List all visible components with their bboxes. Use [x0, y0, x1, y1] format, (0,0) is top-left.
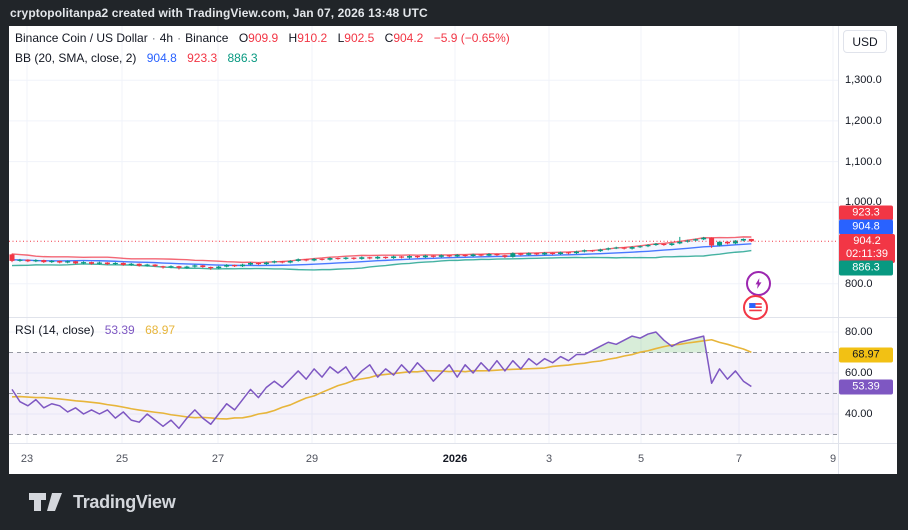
time-tick-label: 25: [115, 453, 129, 465]
price-tick-label: 800.0: [845, 277, 873, 290]
rsi-tick-label: 40.00: [845, 408, 873, 420]
change-value: −5.9 (−0.65%): [433, 31, 510, 45]
ohlc-open-value: 909.9: [248, 31, 279, 45]
chart-canvas[interactable]: [9, 26, 897, 474]
symbol-interval[interactable]: 4h: [159, 31, 174, 45]
price-tick-label: 1,000.0: [845, 196, 882, 209]
ohlc-high-label: H: [288, 31, 298, 45]
currency-toggle-button[interactable]: USD: [843, 30, 887, 53]
rsi-value: 53.39: [104, 323, 135, 337]
bb-upper-value: 923.3: [187, 51, 218, 65]
bar-countdown: 02:11:39: [845, 248, 888, 261]
bb-basis-value: 904.8: [146, 51, 177, 65]
ohlc-high-value: 910.2: [297, 31, 328, 45]
rsi-ma-value-label: 68.97: [839, 347, 893, 363]
time-tick-label: 9: [829, 453, 837, 465]
symbol-title[interactable]: Binance Coin / US Dollar: [15, 31, 148, 45]
watermark-bar: cryptopolitanpa2 created with TradingVie…: [0, 0, 908, 26]
lightning-badge[interactable]: [746, 271, 771, 296]
rsi-legend[interactable]: RSI (14, close) 53.39 68.97: [15, 320, 175, 340]
ohlc-close-value: 904.2: [393, 31, 424, 45]
footer-bar: TradingView: [0, 474, 908, 530]
tradingview-wordmark: TradingView: [73, 491, 176, 512]
rsi-value-label: 53.39: [839, 379, 893, 395]
us-flag-badge[interactable]: [743, 295, 768, 320]
last-price-label: 904.2 02:11:39: [839, 234, 895, 264]
time-tick-label: 29: [305, 453, 319, 465]
legend-separator: ·: [151, 31, 156, 45]
bb-lower-value: 886.3: [227, 51, 258, 65]
bb-legend-row: BB (20, SMA, close, 2) 904.8 923.3 886.3: [15, 48, 510, 68]
ohlc-low-label: L: [337, 31, 345, 45]
price-tick-label: 1,300.0: [845, 74, 882, 87]
ohlc-open-label: O: [238, 31, 249, 45]
tradingview-mark-icon: [29, 493, 62, 511]
price-tick-label: 1,100.0: [845, 155, 882, 168]
us-flag-icon: [749, 303, 762, 312]
ohlc-low-value: 902.5: [344, 31, 375, 45]
time-tick-label: 23: [20, 453, 34, 465]
rsi-ma-value: 68.97: [145, 323, 176, 337]
chart-frame: Binance Coin / US Dollar · 4h · Binance O909…: [9, 26, 897, 474]
tradingview-logo[interactable]: TradingView: [28, 491, 176, 513]
time-tick-label: 7: [735, 453, 743, 465]
watermark-text: cryptopolitanpa2 created with TradingVie…: [10, 6, 428, 20]
rsi-tick-label: 80.00: [845, 326, 873, 338]
symbol-legend-row: Binance Coin / US Dollar · 4h · Binance O909…: [15, 28, 510, 48]
price-tick-label: 1,200.0: [845, 114, 882, 127]
rsi-tick-label: 60.00: [845, 367, 873, 379]
symbol-exchange: Binance: [185, 31, 229, 45]
main-legend[interactable]: Binance Coin / US Dollar · 4h · Binance O909…: [15, 28, 510, 68]
rsi-indicator-label[interactable]: RSI (14, close): [15, 323, 95, 337]
time-tick-label: 3: [545, 453, 553, 465]
ohlc-close-label: C: [384, 31, 394, 45]
candles-layer: [9, 236, 754, 270]
bb-lower-label: 886.3: [839, 260, 893, 276]
bb-upper-label: 923.3: [839, 205, 893, 221]
bb-indicator-label[interactable]: BB (20, SMA, close, 2): [15, 51, 137, 65]
time-tick-label: 27: [211, 453, 225, 465]
last-price-value: 904.2: [853, 235, 881, 248]
time-tick-label: 2026: [442, 453, 468, 465]
legend-separator: ·: [177, 31, 182, 45]
bb-basis-label: 904.8: [839, 219, 893, 235]
time-tick-label: 5: [637, 453, 645, 465]
lightning-icon: [755, 278, 762, 289]
